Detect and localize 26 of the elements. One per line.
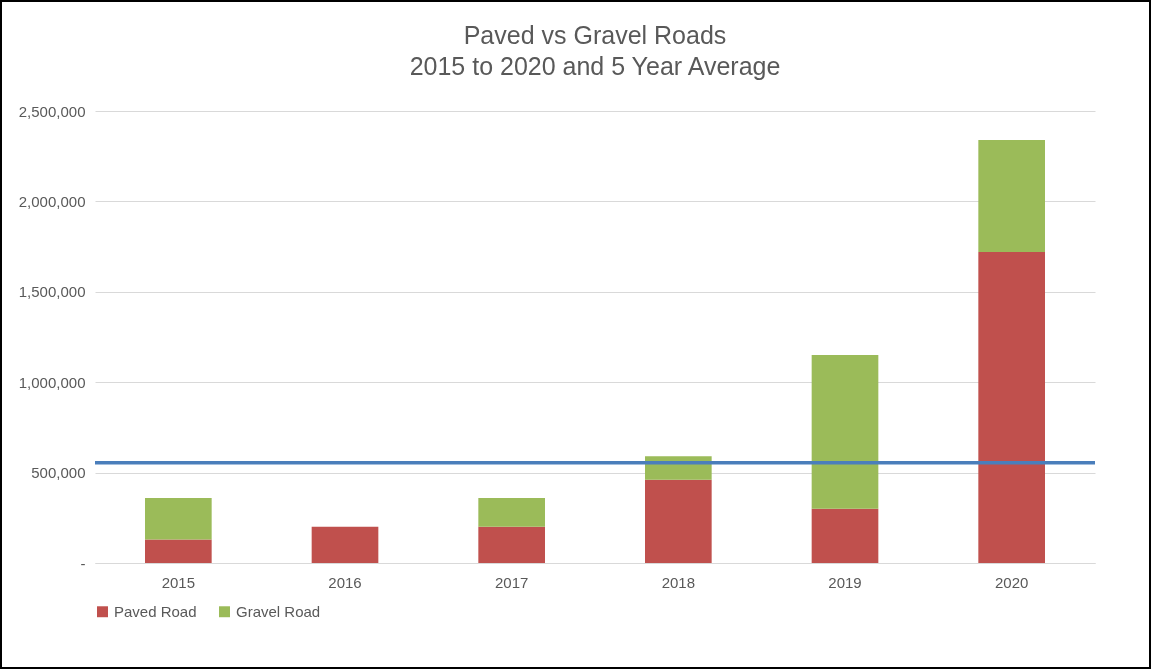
x-tick-label: 2020	[994, 573, 1029, 591]
bar	[811, 508, 879, 563]
chart-title: Paved vs Gravel Roads	[463, 21, 727, 49]
y-tick-label: 1,500,000	[18, 283, 86, 301]
bar	[978, 252, 1045, 563]
bar	[811, 355, 879, 509]
y-tick-label: 2,500,000	[18, 102, 86, 120]
bar	[311, 526, 379, 563]
legend-label: Gravel Road	[236, 602, 321, 620]
x-tick-label: 2018	[661, 573, 696, 591]
bar	[145, 497, 212, 540]
bar	[145, 539, 212, 563]
bar	[645, 479, 712, 563]
bar	[978, 139, 1045, 253]
x-tick-label: 2017	[494, 573, 529, 591]
y-tick-label: -	[80, 554, 86, 572]
x-tick-label: 2019	[828, 573, 862, 591]
bar	[478, 526, 545, 563]
bar	[478, 497, 545, 527]
legend-label: Paved Road	[114, 602, 197, 620]
x-tick-label: 2015	[161, 573, 196, 591]
chart-subtitle: 2015 to 2020 and 5 Year Average	[409, 52, 781, 80]
y-tick-label: 500,000	[31, 464, 86, 482]
y-tick-label: 1,000,000	[18, 373, 86, 391]
y-tick-label: 2,000,000	[18, 192, 86, 210]
x-tick-label: 2016	[328, 573, 362, 591]
